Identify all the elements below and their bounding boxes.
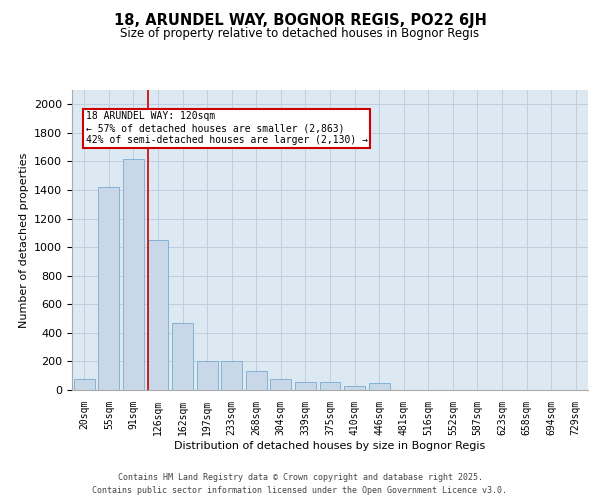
Bar (271, 380, 292, 390)
X-axis label: Distribution of detached houses by size in Bognor Regis: Distribution of detached houses by size … (175, 440, 485, 450)
Bar (344, 386, 365, 390)
Bar (123, 158, 144, 390)
Bar (197, 362, 218, 390)
Y-axis label: Number of detached properties: Number of detached properties (19, 152, 29, 328)
Bar (74, 378, 95, 390)
Bar (295, 382, 316, 390)
Text: 18, ARUNDEL WAY, BOGNOR REGIS, PO22 6JH: 18, ARUNDEL WAY, BOGNOR REGIS, PO22 6JH (113, 12, 487, 28)
Bar (172, 323, 193, 390)
Bar (246, 372, 267, 390)
Text: 18 ARUNDEL WAY: 120sqm
← 57% of detached houses are smaller (2,863)
42% of semi-: 18 ARUNDEL WAY: 120sqm ← 57% of detached… (86, 112, 368, 144)
Text: Size of property relative to detached houses in Bognor Regis: Size of property relative to detached ho… (121, 28, 479, 40)
Bar (98, 187, 119, 390)
Bar (320, 382, 340, 390)
Bar (148, 240, 169, 390)
Bar (368, 383, 389, 390)
Bar (221, 362, 242, 390)
Text: Contains HM Land Registry data © Crown copyright and database right 2025.
Contai: Contains HM Land Registry data © Crown c… (92, 474, 508, 495)
